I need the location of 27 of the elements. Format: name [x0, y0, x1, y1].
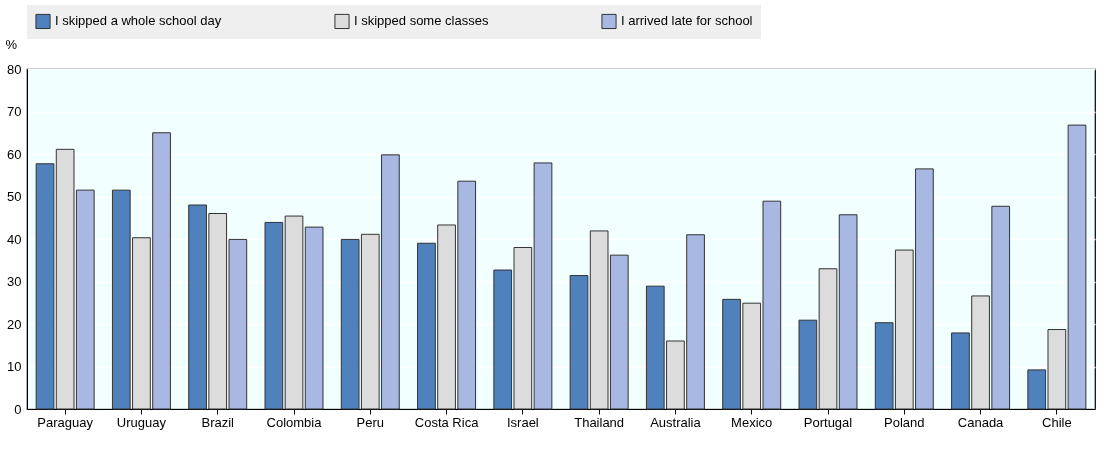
y-tick-label: 80: [7, 61, 22, 77]
y-tick-label: 30: [7, 274, 22, 289]
x-tick-label: Israel: [506, 414, 539, 430]
x-tick-label: Australia: [650, 414, 702, 430]
x-tick-label: Canada: [957, 414, 1005, 430]
y-tick-label: 50: [7, 189, 22, 204]
x-tick-label: Paraguay: [37, 414, 94, 430]
x-tick-label: Peru: [356, 414, 385, 430]
legend-label: I skipped a whole school day: [55, 13, 222, 29]
x-tick-label: Thailand: [574, 414, 625, 430]
y-tick-label: 10: [7, 359, 22, 374]
x-tick-label: Colombia: [266, 414, 323, 430]
x-tick-label: Chile: [1042, 414, 1072, 430]
y-tick-label: 20: [7, 316, 22, 332]
legend-label: I skipped some classes: [354, 13, 489, 29]
y-tick-label: 60: [7, 146, 22, 162]
legend-label: I arrived late for school: [621, 13, 753, 29]
y-tick-label: 40: [7, 231, 22, 247]
x-tick-label: Mexico: [731, 414, 773, 430]
y-tick-label: 70: [7, 104, 22, 119]
x-tick-label: Portugal: [803, 414, 853, 430]
y-tick-label: 0: [14, 401, 22, 417]
x-tick-label: Poland: [884, 414, 925, 430]
x-tick-label: Costa Rica: [414, 414, 480, 430]
x-tick-label: Uruguay: [116, 414, 167, 430]
y-axis-title: %: [5, 36, 18, 52]
x-tick-label: Brazil: [201, 414, 235, 430]
